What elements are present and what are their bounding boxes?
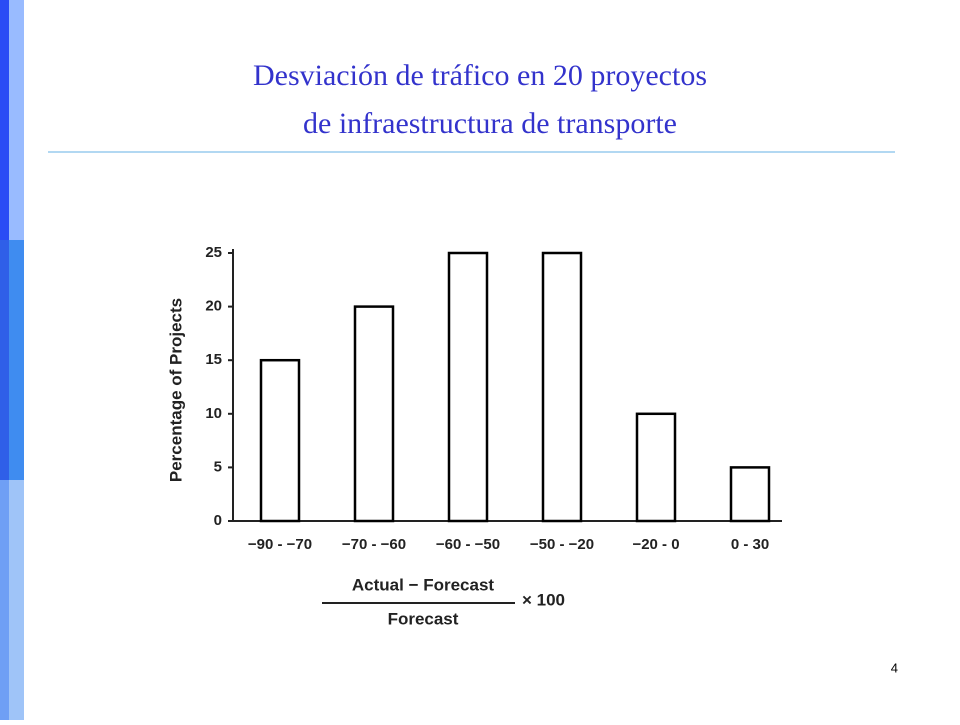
x-tick-label: −70 - −60 — [342, 536, 406, 553]
bar — [635, 412, 677, 523]
x-label-denominator: Forecast — [388, 609, 459, 628]
y-tick-label: 5 — [214, 458, 222, 475]
y-tick-label: 15 — [205, 351, 222, 368]
page-number: 4 — [891, 660, 898, 675]
bar — [259, 358, 301, 523]
bar — [447, 251, 489, 523]
y-tick-label: 0 — [214, 512, 222, 529]
title-line: de infraestructura de transporte — [303, 107, 677, 140]
bar — [353, 305, 395, 523]
x-label-multiplier: × 100 — [522, 590, 565, 609]
side-stripe — [0, 0, 9, 240]
x-tick-label: 0 - 30 — [731, 536, 769, 553]
x-label-numerator: Actual − Forecast — [352, 575, 495, 594]
side-stripe — [9, 240, 24, 480]
y-tick-label: 10 — [205, 405, 222, 422]
y-tick-label: 25 — [205, 244, 222, 261]
y-tick-label: 20 — [205, 298, 222, 315]
side-stripe — [0, 480, 9, 720]
y-axis-label: Percentage of Projects — [166, 298, 185, 482]
x-tick-label: −50 - −20 — [530, 536, 594, 553]
x-tick-label: −60 - −50 — [436, 536, 500, 553]
bar — [541, 251, 583, 523]
bar — [729, 466, 771, 523]
title-line: Desviación de tráfico en 20 proyectos — [253, 59, 707, 92]
x-tick-label: −90 - −70 — [248, 536, 312, 553]
x-tick-label: −20 - 0 — [632, 536, 679, 553]
